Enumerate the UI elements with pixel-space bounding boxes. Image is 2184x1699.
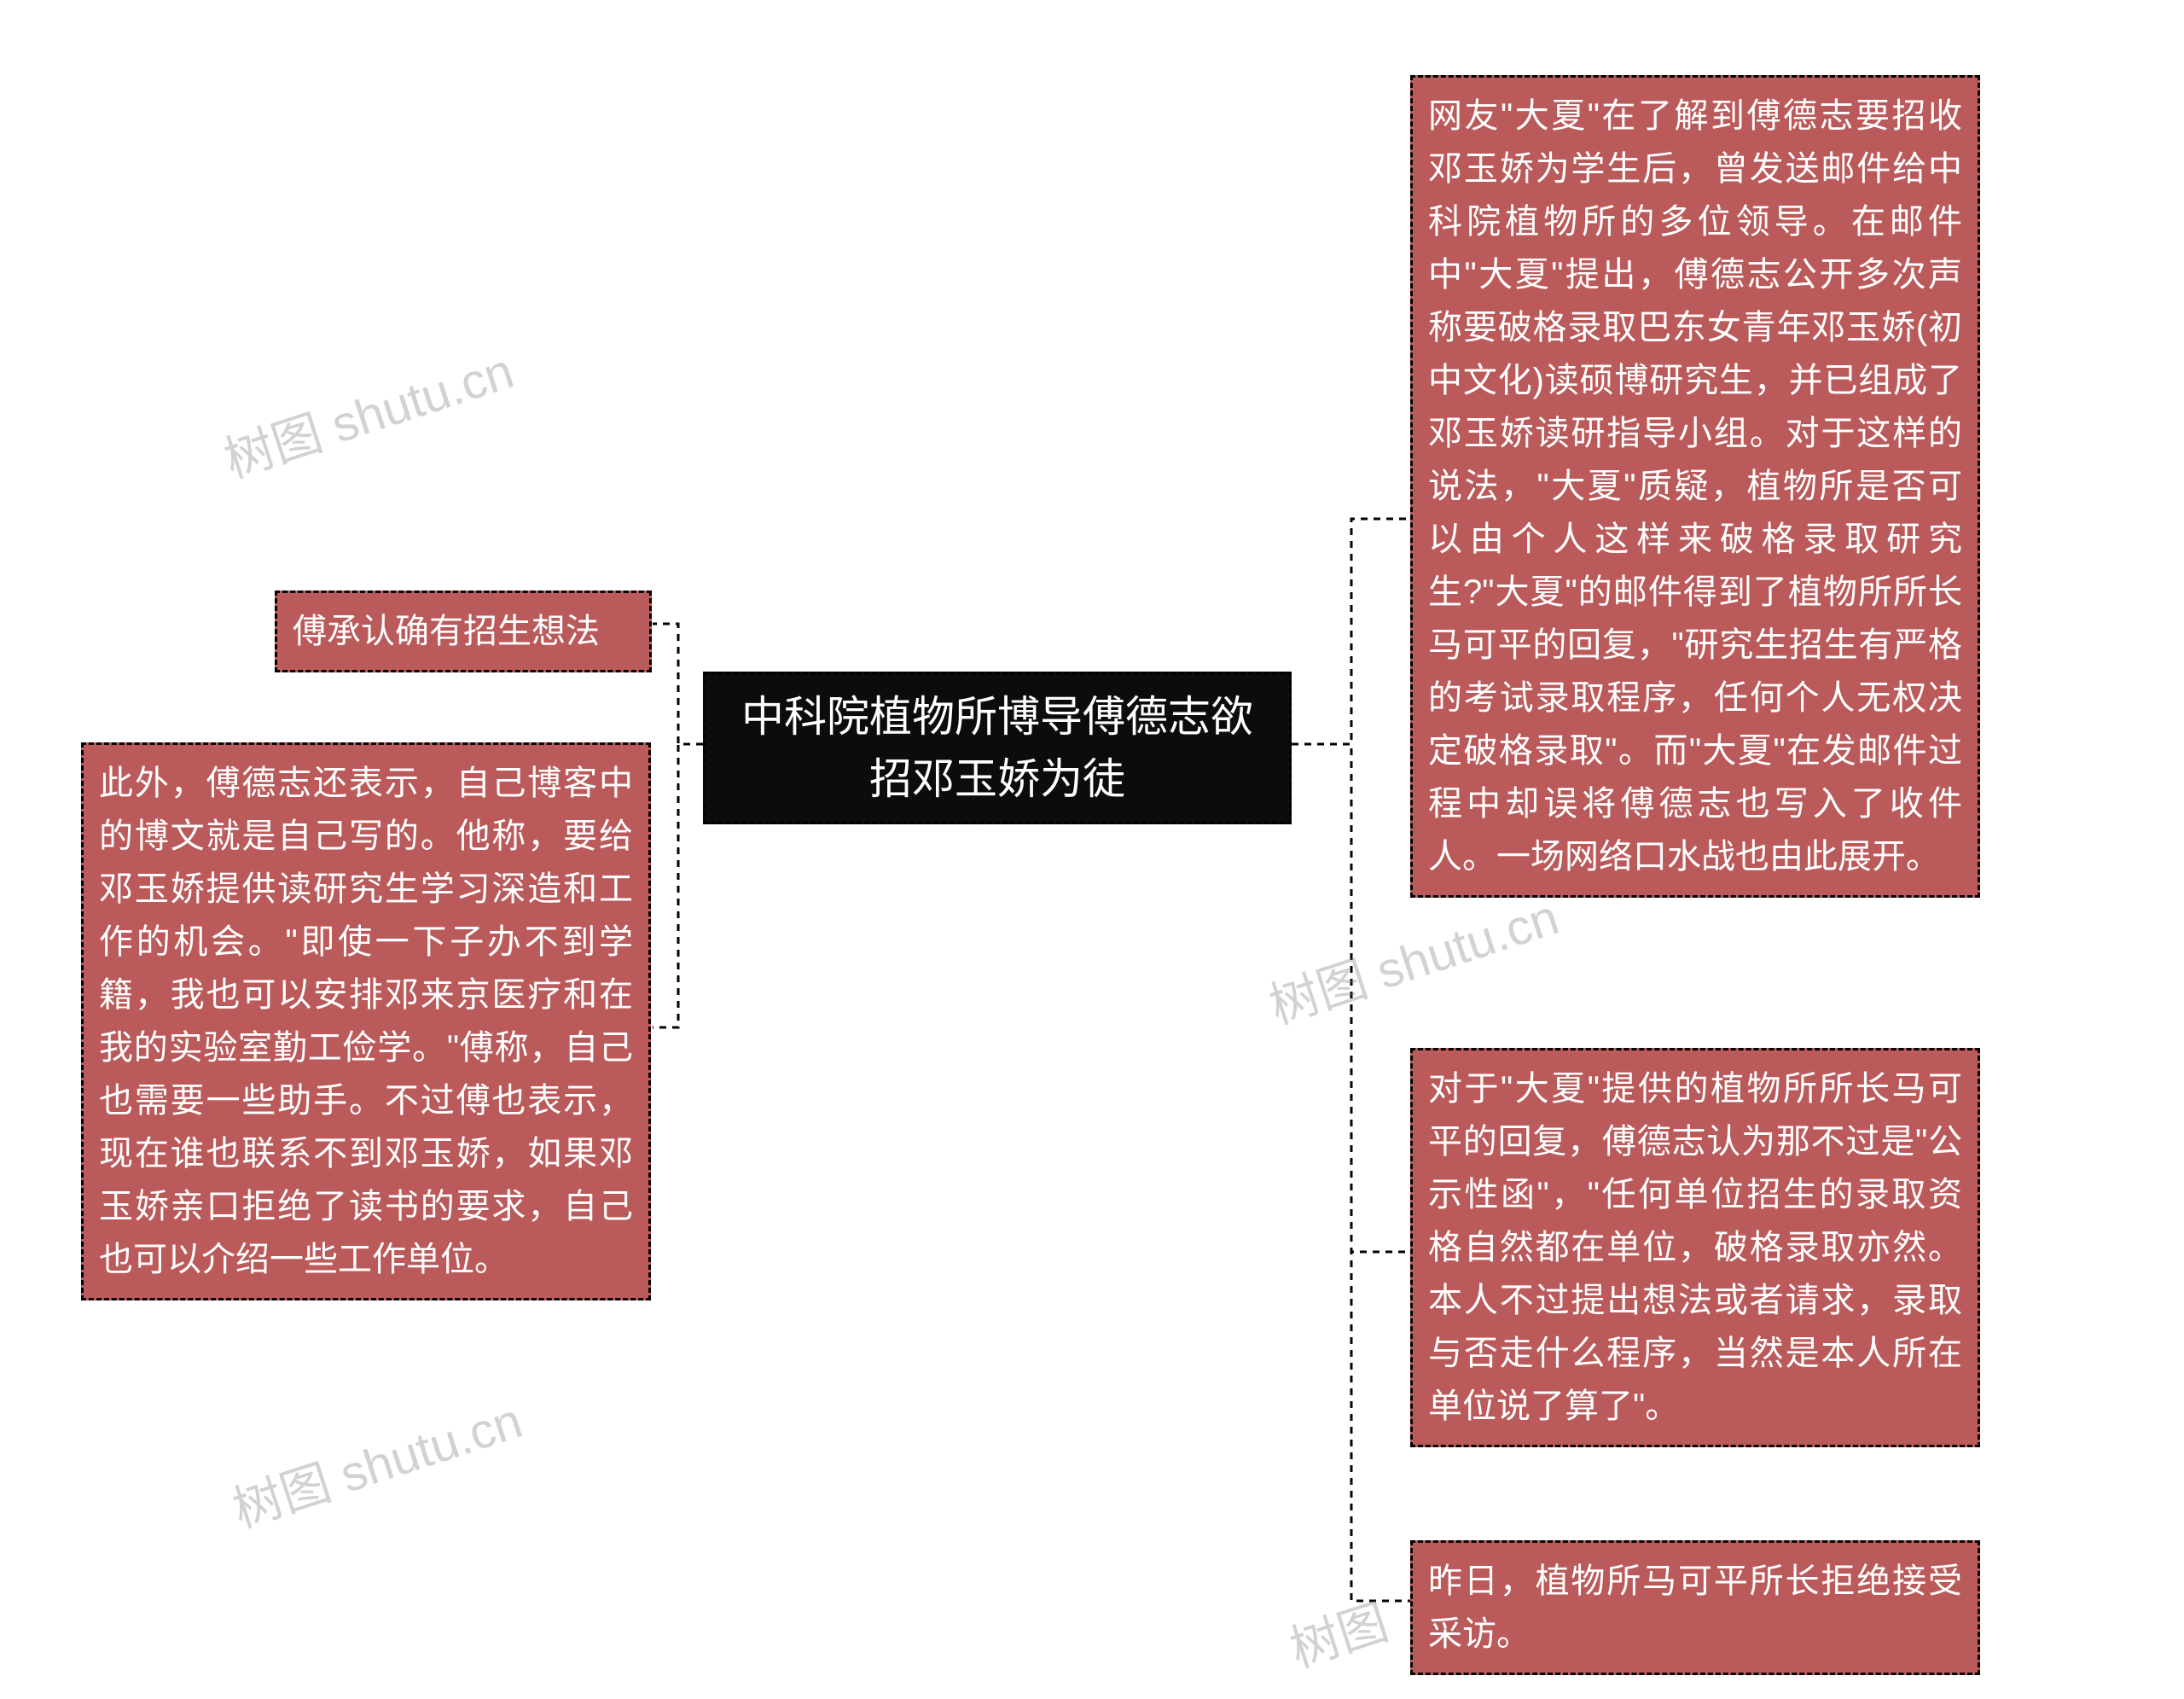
node-right-top-text: 网友"大夏"在了解到傅德志要招收邓玉娇为学生后，曾发送邮件给中科院植物所的多位领… — [1428, 97, 1962, 876]
center-node-text: 中科院植物所博导傅德志欲招邓玉娇为徒 — [741, 693, 1253, 803]
node-right-mid[interactable]: 对于"大夏"提供的植物所所长马可平的回复，傅德志认为那不过是"公示性函"，"任何… — [1410, 1048, 1980, 1447]
node-left-bottom-text: 此外，傅德志还表示，自己博客中的博文就是自己写的。他称，要给邓玉娇提供读研究生学… — [99, 765, 633, 1278]
watermark: 树图 — [1280, 1582, 1396, 1681]
node-left-top[interactable]: 傅承认确有招生想法 — [275, 591, 652, 672]
watermark: 树图 shutu.cn — [1259, 877, 1566, 1038]
node-left-top-text: 傅承认确有招生想法 — [293, 613, 600, 650]
node-right-mid-text: 对于"大夏"提供的植物所所长马可平的回复，傅德志认为那不过是"公示性函"，"任何… — [1428, 1070, 1962, 1425]
node-right-top[interactable]: 网友"大夏"在了解到傅德志要招收邓玉娇为学生后，曾发送邮件给中科院植物所的多位领… — [1410, 75, 1980, 898]
node-right-bottom-text: 昨日，植物所马可平所长拒绝接受采访。 — [1428, 1562, 1962, 1653]
watermark: 树图 shutu.cn — [214, 331, 521, 492]
node-left-bottom[interactable]: 此外，傅德志还表示，自己博客中的博文就是自己写的。他称，要给邓玉娇提供读研究生学… — [81, 742, 651, 1300]
watermark: 树图 shutu.cn — [223, 1381, 530, 1541]
node-right-bottom[interactable]: 昨日，植物所马可平所长拒绝接受采访。 — [1410, 1540, 1980, 1675]
center-node[interactable]: 中科院植物所博导傅德志欲招邓玉娇为徒 — [703, 672, 1292, 824]
